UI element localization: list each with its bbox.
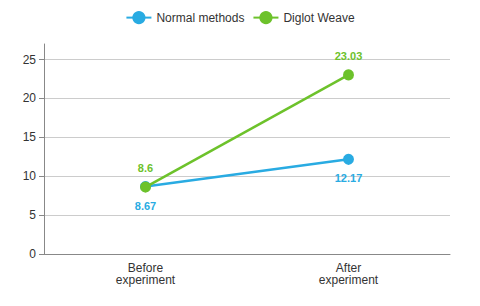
svg-text:After: After	[335, 261, 362, 275]
svg-text:Normal methods: Normal methods	[156, 11, 244, 25]
svg-text:8.6: 8.6	[138, 162, 153, 174]
svg-text:12.17: 12.17	[335, 172, 363, 184]
svg-text:5: 5	[29, 208, 36, 222]
svg-text:0: 0	[29, 247, 36, 261]
svg-text:15: 15	[23, 130, 37, 144]
svg-text:Diglot Weave: Diglot Weave	[283, 11, 354, 25]
svg-text:20: 20	[23, 91, 37, 105]
svg-text:23.03: 23.03	[335, 50, 363, 62]
svg-text:25: 25	[23, 53, 37, 67]
svg-text:Before: Before	[127, 261, 164, 275]
svg-text:10: 10	[23, 169, 37, 183]
svg-text:8.67: 8.67	[135, 200, 156, 212]
svg-text:experiment: experiment	[319, 273, 379, 287]
svg-text:experiment: experiment	[116, 273, 176, 287]
